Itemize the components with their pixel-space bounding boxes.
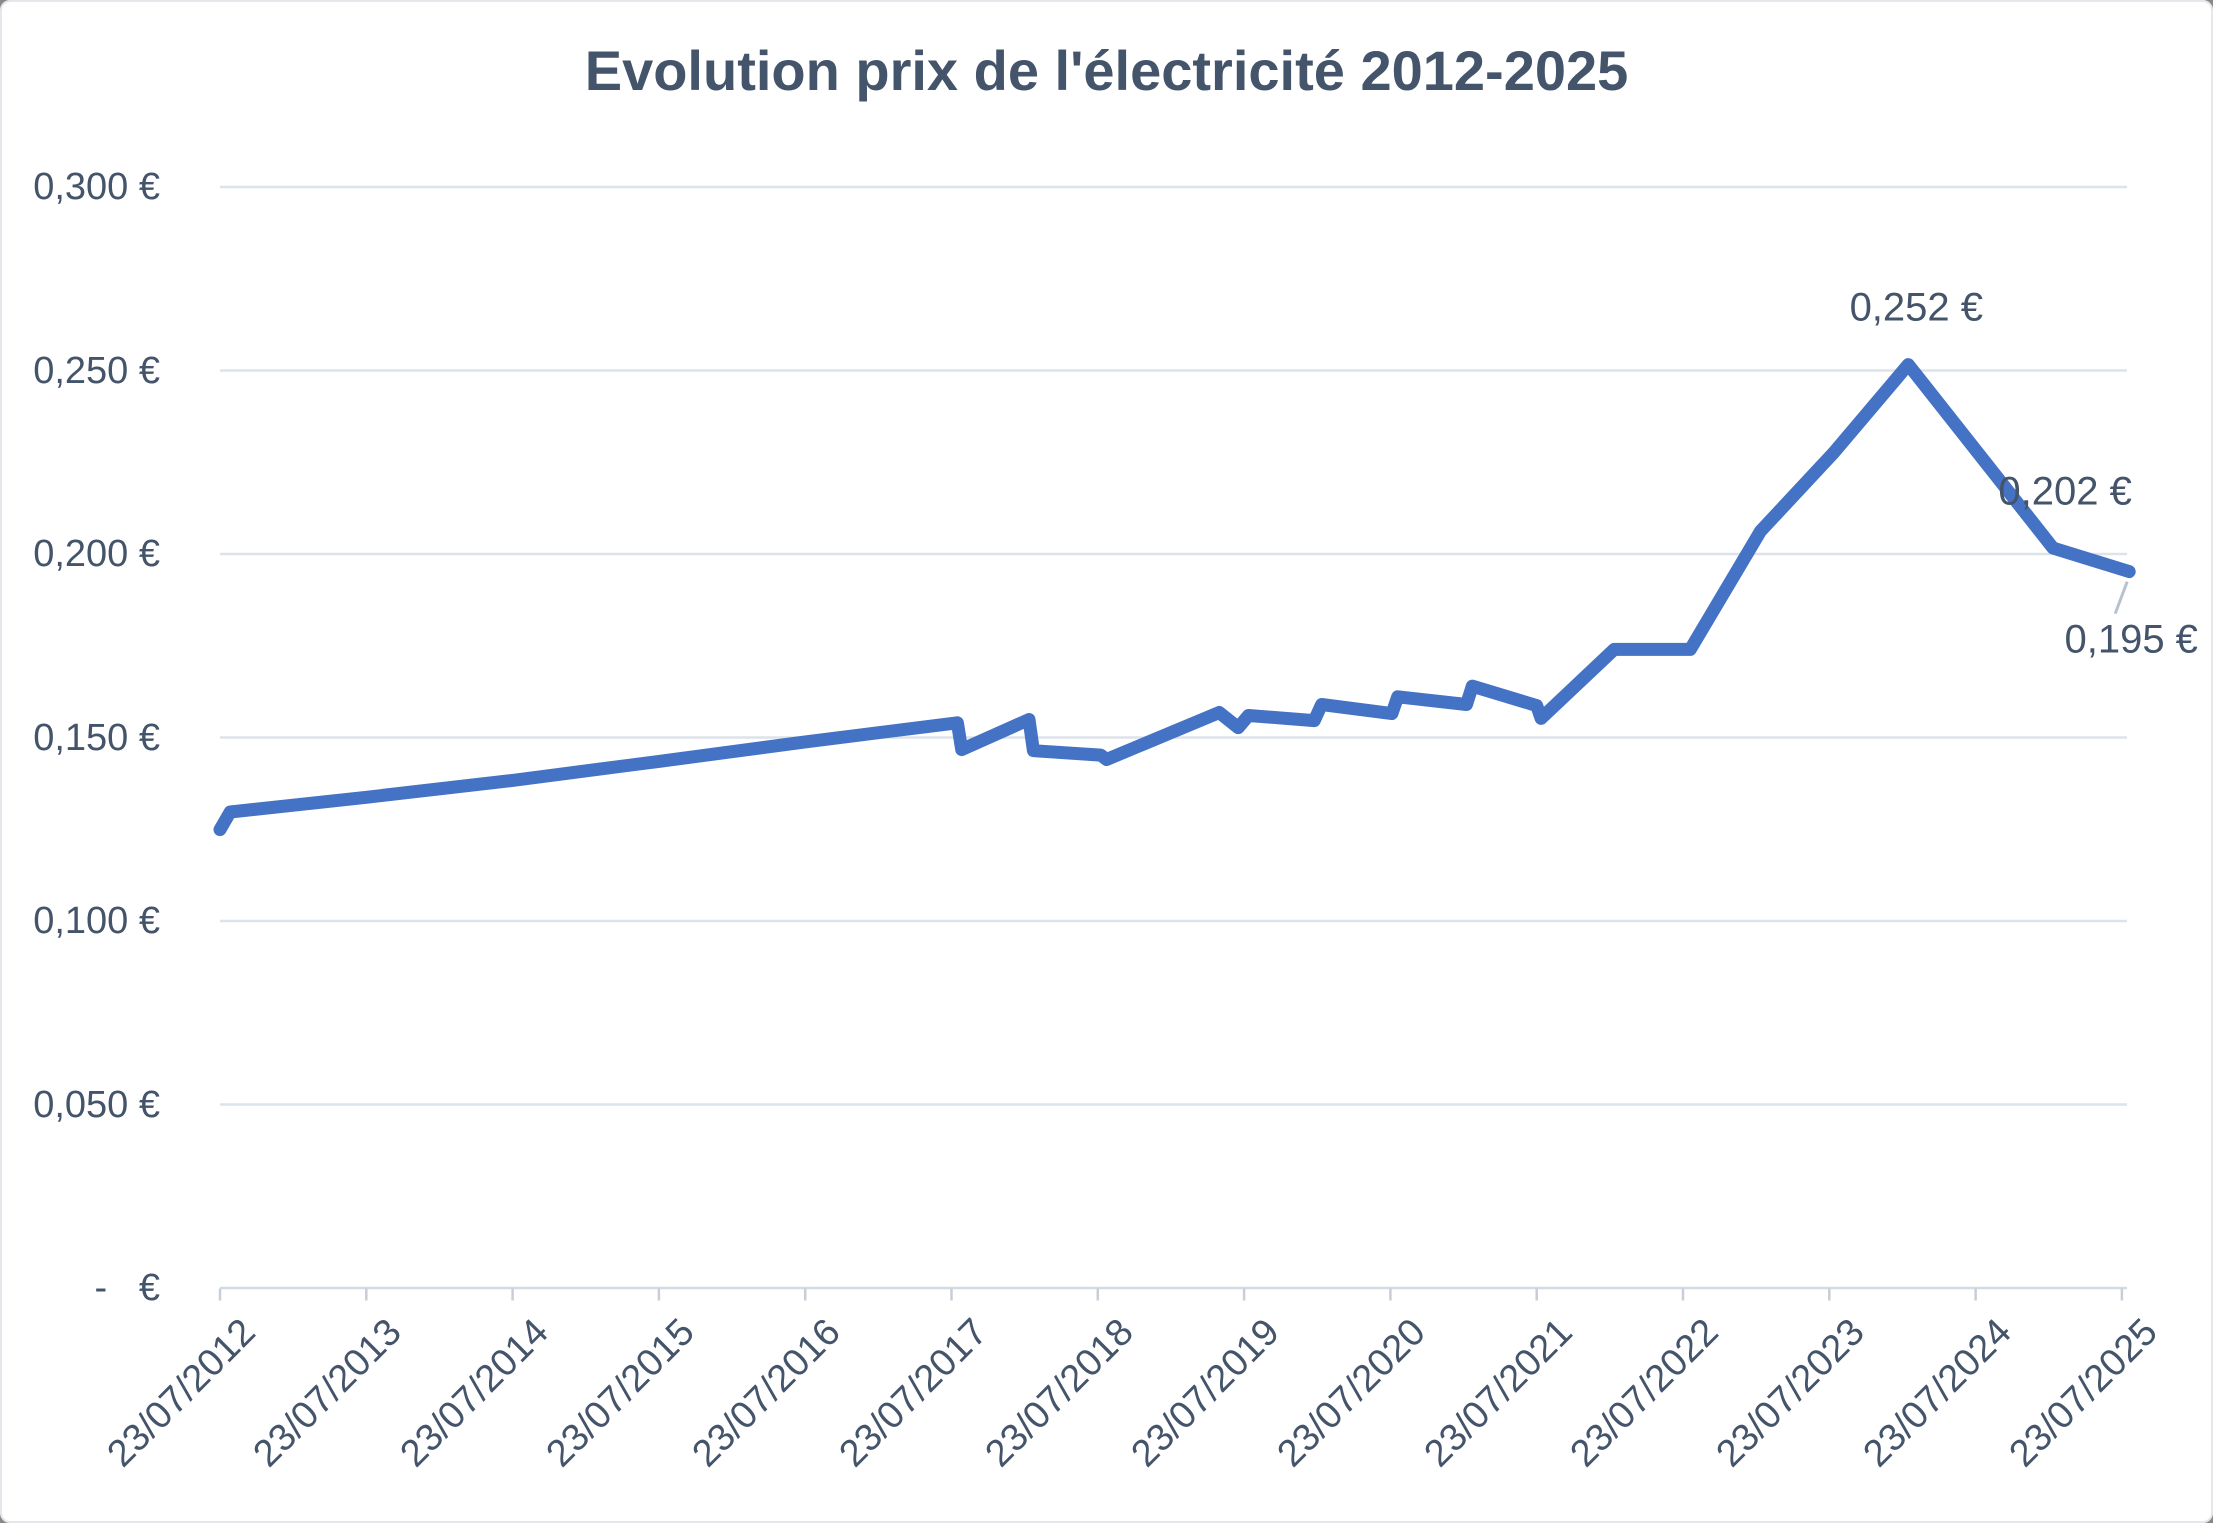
y-axis-label: 0,050 €: [33, 1083, 160, 1126]
data-point-label: 0,252 €: [1849, 285, 1984, 330]
data-point-label: 0,195 €: [2064, 617, 2198, 662]
chart-title: Evolution prix de l'électricité 2012-202…: [584, 39, 1629, 102]
leader-line: [2113, 581, 2129, 615]
y-axis-label: 0,250 €: [33, 349, 160, 392]
y-axis-label: 0,200 €: [33, 533, 160, 575]
y-axis-label: 0,300 €: [33, 166, 160, 208]
data-point-label: 0,202 €: [1998, 469, 2132, 514]
y-axis-label: - €: [94, 1267, 160, 1309]
y-axis-label: 0,150 €: [33, 716, 160, 759]
price-line: [213, 358, 2136, 837]
y-axis-label: 0,100 €: [33, 900, 160, 942]
